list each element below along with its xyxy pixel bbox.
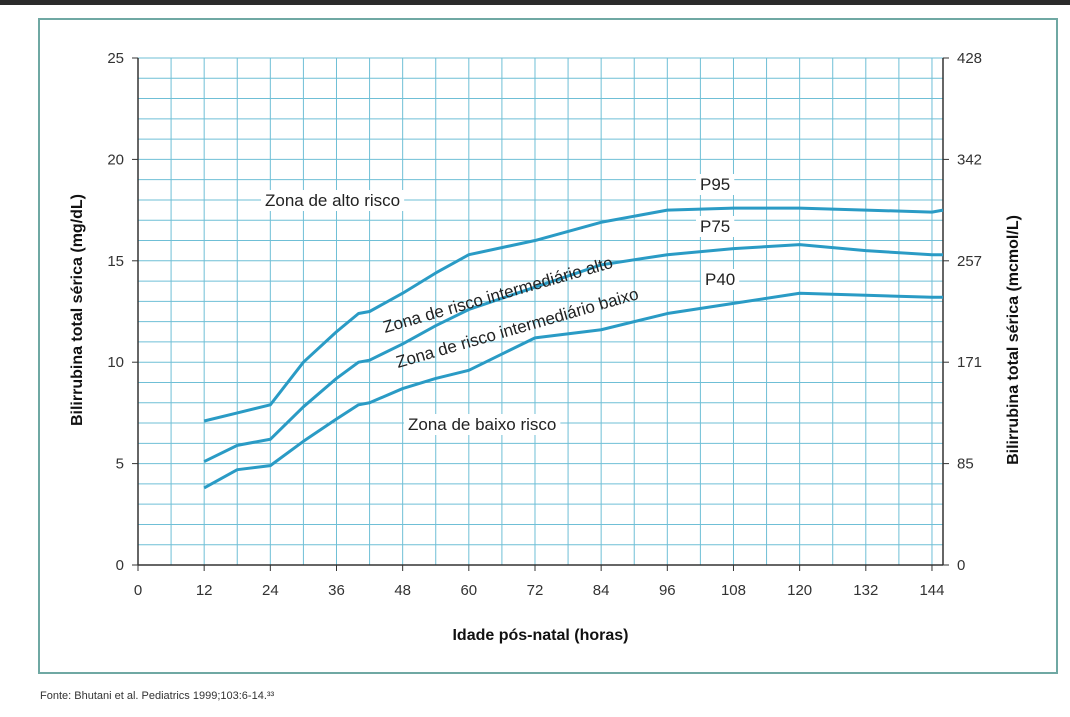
y-right-tick-label: 171 (957, 354, 982, 371)
annotation-group: Zona de baixo risco (404, 414, 561, 435)
annotation-bg (696, 174, 735, 195)
annotation-label: P40 (705, 270, 735, 289)
y-left-tick-label: 5 (116, 456, 124, 473)
series-lines (203, 206, 944, 490)
x-tick-label: 108 (721, 582, 746, 599)
x-axis-title: Idade pós-natal (horas) (452, 627, 628, 644)
annotation-bg (701, 269, 740, 290)
annotation-group: P95 (696, 174, 735, 195)
y-right-tick-label: 342 (957, 151, 982, 168)
annotation-bg (261, 190, 405, 211)
y-right-tick-label: 0 (957, 557, 965, 574)
annotation-label: Zona de baixo risco (408, 415, 556, 434)
x-tick-label: 120 (787, 582, 812, 599)
y-left-tick-label: 25 (107, 50, 124, 67)
x-tick-label: 24 (262, 582, 279, 599)
axes: 0 12 24 36 48 60 72 84 96 108 120 132 144 0 5 10 15 20 25 0… (69, 50, 1022, 644)
series-line-p75 (203, 243, 943, 463)
series-line-p95 (203, 206, 944, 423)
annotation-group: Zona de alto risco (261, 190, 405, 211)
annotation-bg (696, 216, 735, 237)
y-left-tick-label: 0 (116, 557, 124, 574)
x-tick-label: 48 (394, 582, 411, 599)
y-right-tick-label: 257 (957, 253, 982, 270)
annotation-bg (404, 414, 561, 435)
annotation-label: P75 (700, 217, 730, 236)
x-tick-label: 0 (134, 582, 142, 599)
x-tick-label: 132 (853, 582, 878, 599)
series-line-p40 (203, 291, 943, 490)
y-left-tick-label: 15 (107, 253, 124, 270)
annotation-group: P75 (696, 216, 735, 237)
top-border (0, 0, 1070, 5)
y-right-axis-title: Bilirrubina total sérica (mcmol/L) (1005, 215, 1022, 465)
annotation-group: P40 (701, 269, 740, 290)
x-tick-label: 36 (328, 582, 345, 599)
source-note: Fonte: Bhutani et al. Pediatrics 1999;10… (40, 690, 275, 702)
x-tick-label: 72 (527, 582, 544, 599)
y-left-tick-label: 20 (107, 151, 124, 168)
x-tick-label: 60 (460, 582, 477, 599)
annotation-label: P95 (700, 175, 730, 194)
y-left-axis-title: Bilirrubina total sérica (mg/dL) (69, 194, 86, 426)
y-right-tick-label: 428 (957, 50, 982, 67)
x-tick-label: 84 (593, 582, 610, 599)
y-left-tick-label: 10 (107, 354, 124, 371)
y-right-tick-label: 85 (957, 456, 974, 473)
x-tick-label: 144 (919, 582, 944, 599)
annotation-label: Zona de alto risco (265, 191, 400, 210)
x-tick-label: 96 (659, 582, 676, 599)
x-tick-label: 12 (196, 582, 213, 599)
